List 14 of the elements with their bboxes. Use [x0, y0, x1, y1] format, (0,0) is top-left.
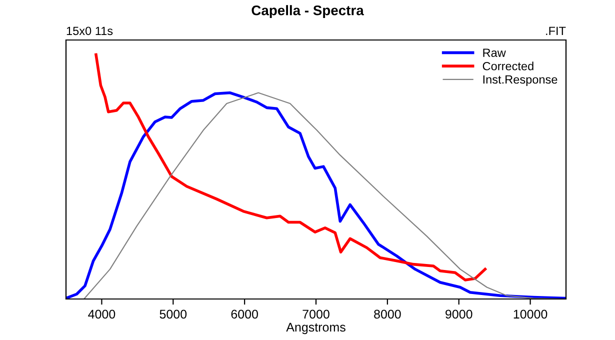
legend-label: Inst.Response: [483, 75, 558, 86]
x-tick-label: 5000: [160, 310, 187, 319]
legend-label: Corrected: [482, 62, 534, 70]
x-tick-label: 7000: [302, 310, 330, 319]
x-tick-label: 4000: [88, 310, 116, 319]
x-tick-label: 9000: [446, 310, 472, 319]
x-tick-label: 10000: [514, 310, 548, 319]
chart-title: Capella - Spectra: [252, 5, 364, 18]
legend-label: Raw: [483, 48, 506, 57]
text: 15x0 11s: [66, 26, 113, 36]
x-tick-label: 8000: [374, 310, 401, 319]
text: .FIT: [546, 26, 566, 35]
x-axis-title: Angstroms: [286, 322, 346, 334]
x-tick-label: 6000: [231, 310, 258, 319]
